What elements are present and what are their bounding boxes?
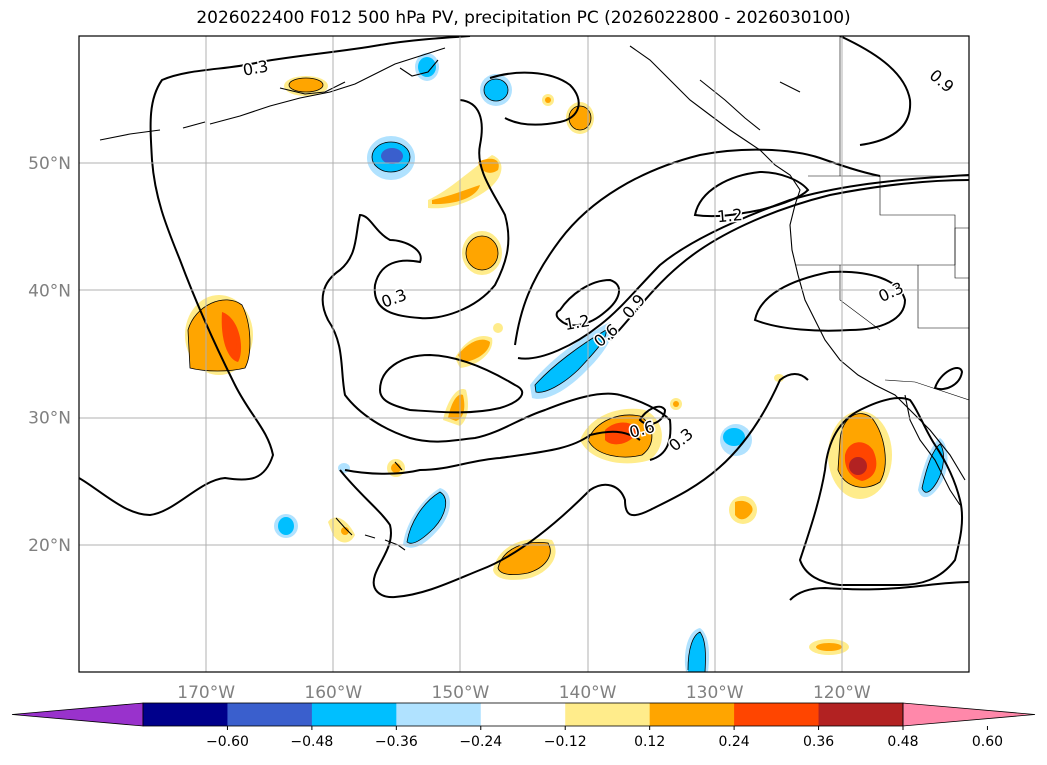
latitude-labels: 20°N 30°N 40°N 50°N <box>28 154 71 556</box>
pv-contours <box>79 36 969 601</box>
lon-tick-label: 130°W <box>686 683 744 703</box>
colorbar-under-extend <box>11 702 144 727</box>
lat-tick-label: 20°N <box>28 536 71 556</box>
lat-tick-label: 50°N <box>28 154 71 174</box>
colorbar-outline <box>142 702 904 727</box>
lat-tick-label: 30°N <box>28 409 71 429</box>
colorbar-tick-label: 0.24 <box>719 734 750 750</box>
coastlines <box>99 45 966 551</box>
colorbar: −0.60 −0.48 −0.36 −0.24 −0.12 0.12 0.24 0.36 0.4… <box>11 702 1036 750</box>
lon-tick-label: 160°W <box>304 683 362 703</box>
map-title: 2026022400 F012 500 hPa PV, precipitatio… <box>196 8 851 28</box>
colorbar-tick-label: 0.60 <box>972 734 1003 750</box>
colorbar-tick-label: −0.12 <box>544 734 587 750</box>
colorbar-tick-label: 0.36 <box>803 734 834 750</box>
colorbar-tick-label: 0.12 <box>634 734 665 750</box>
colorbar-segment <box>143 703 228 726</box>
colorbar-segment <box>227 703 313 726</box>
colorbar-segment <box>565 703 651 726</box>
colorbar-segment <box>311 703 397 726</box>
precip-outlines <box>187 77 944 672</box>
contour-label: 0.3 <box>241 57 269 80</box>
colorbar-segment <box>649 703 735 726</box>
longitude-labels: 170°W 160°W 150°W 140°W 130°W 120°W <box>177 683 871 703</box>
lon-tick-label: 170°W <box>177 683 235 703</box>
colorbar-over-extend <box>902 702 1036 727</box>
colorbar-segment <box>480 703 566 726</box>
colorbar-tick-label: −0.48 <box>290 734 333 750</box>
colorbar-segment <box>818 703 904 726</box>
lon-tick-label: 150°W <box>432 683 490 703</box>
colorbar-tick-label: −0.24 <box>459 734 502 750</box>
colorbar-segment <box>396 703 482 726</box>
colorbar-segment <box>734 703 820 726</box>
colorbar-tick-label: 0.48 <box>887 734 918 750</box>
colorbar-tick-label: −0.36 <box>375 734 418 750</box>
lon-tick-label: 120°W <box>813 683 871 703</box>
map-frame <box>78 35 970 673</box>
colorbar-tick-label: −0.60 <box>206 734 249 750</box>
lon-tick-label: 140°W <box>559 683 617 703</box>
lat-tick-label: 40°N <box>28 281 71 301</box>
contour-label: 1.2 <box>716 205 743 226</box>
gridlines <box>79 36 969 672</box>
